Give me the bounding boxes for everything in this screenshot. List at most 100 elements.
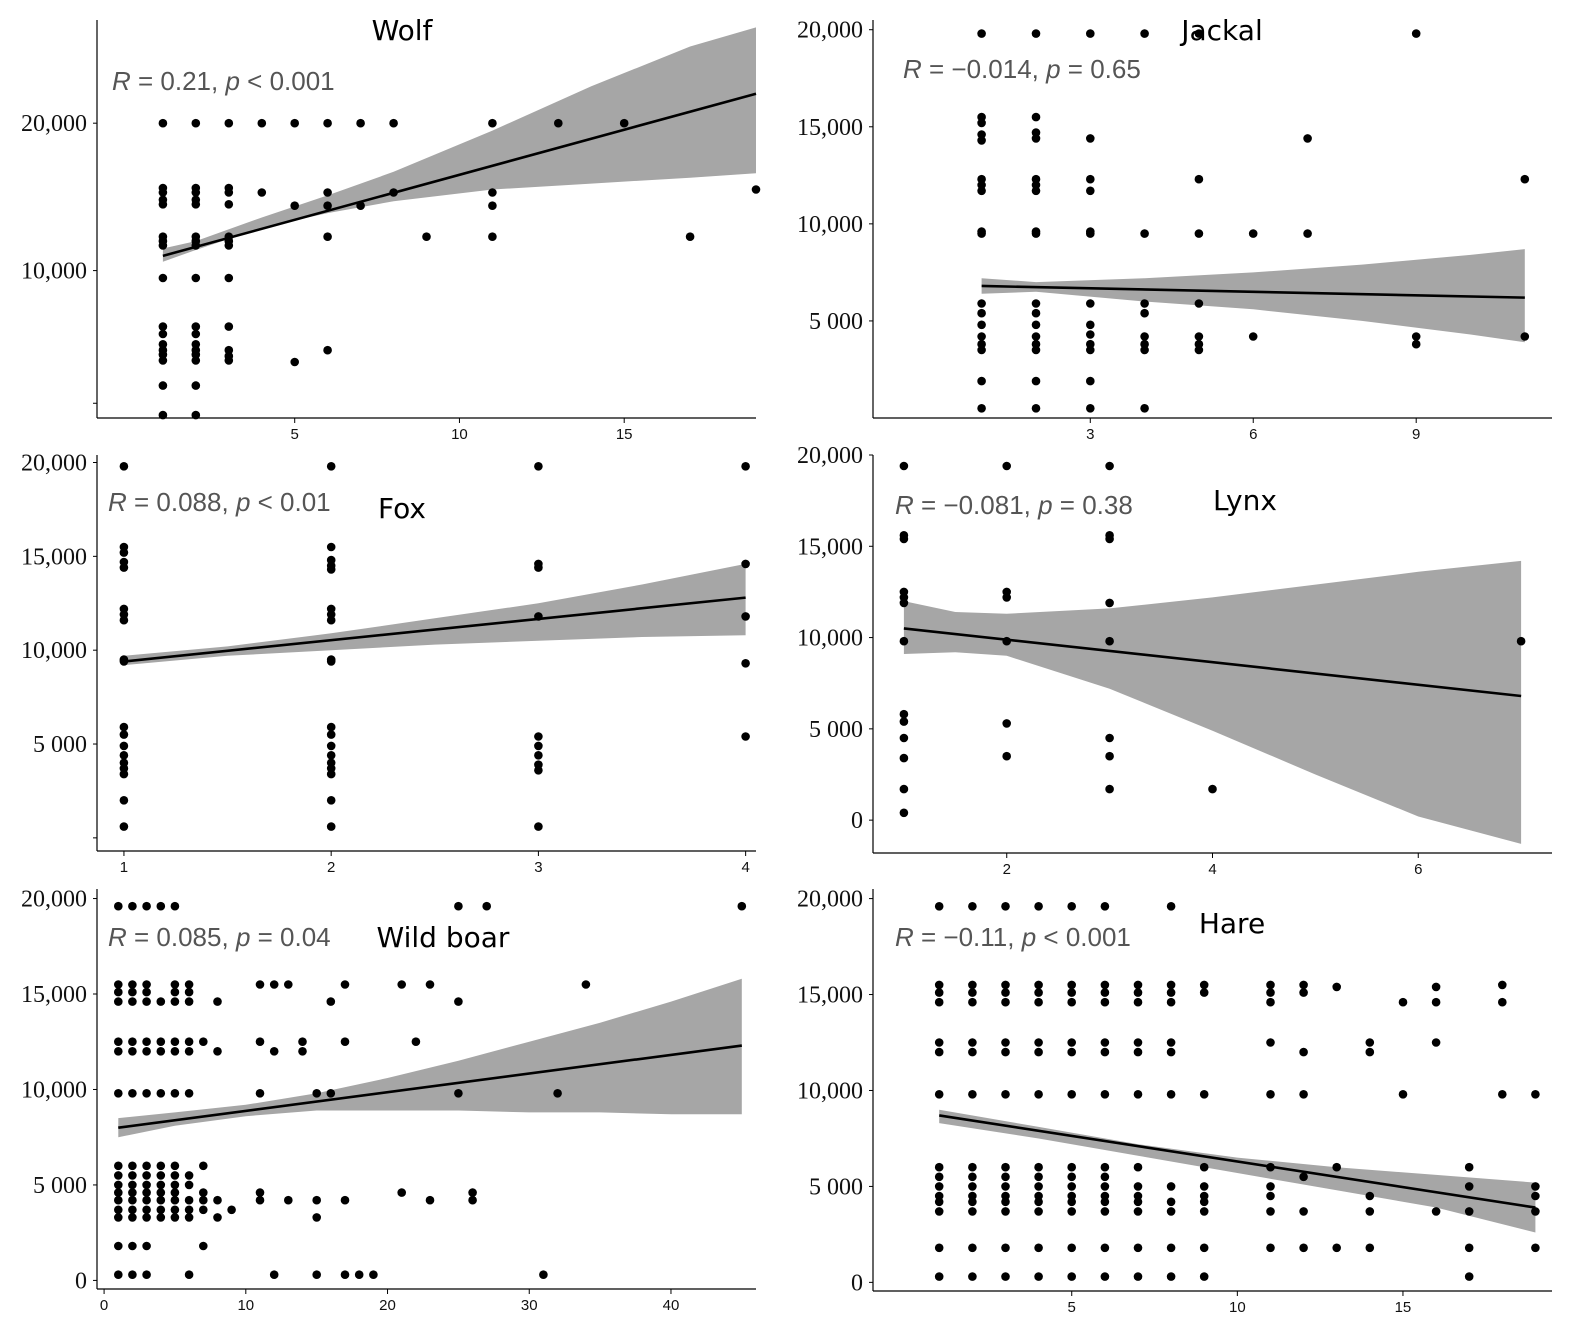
hare-point bbox=[1266, 1090, 1275, 1099]
hare-point bbox=[934, 1197, 944, 1207]
hare-point bbox=[1100, 980, 1110, 990]
wildboar-point bbox=[114, 1089, 123, 1098]
lynx-title: Lynx bbox=[1213, 484, 1277, 517]
hare-point bbox=[1034, 1272, 1043, 1281]
wolf-stat-annotation: R = 0.21, p < 0.001 bbox=[112, 66, 335, 96]
wildboar-stat-annotation: R = 0.085, p = 0.04 bbox=[108, 922, 331, 952]
jackal-point bbox=[1031, 345, 1041, 355]
hare-point bbox=[968, 1047, 977, 1057]
jackal-point bbox=[1031, 29, 1041, 38]
lynx-stat-r_text: = −0.081, bbox=[914, 490, 1038, 520]
lynx-stat-r: R bbox=[895, 490, 914, 520]
hare-point bbox=[1166, 902, 1176, 911]
fox-point bbox=[326, 542, 336, 552]
wildboar-point bbox=[170, 1161, 180, 1171]
wildboar-point bbox=[326, 1089, 336, 1098]
hare-point bbox=[1299, 1243, 1308, 1253]
fox-point bbox=[119, 822, 129, 831]
wildboar-point bbox=[114, 980, 123, 989]
wolf-point bbox=[191, 273, 201, 283]
wolf-confidence-band bbox=[162, 27, 756, 262]
hare-point bbox=[1332, 1162, 1341, 1172]
hare-point bbox=[1067, 1162, 1076, 1172]
hare-point bbox=[1199, 1090, 1209, 1099]
wildboar-point bbox=[128, 1089, 137, 1098]
wildboar-point bbox=[156, 1047, 166, 1056]
hare-point bbox=[1365, 1191, 1375, 1201]
fox-point bbox=[741, 732, 750, 741]
wildboar-point bbox=[142, 1188, 151, 1197]
wildboar-point bbox=[482, 901, 492, 911]
jackal-point bbox=[977, 299, 986, 308]
wildboar-regression-line bbox=[118, 1044, 742, 1129]
hare-point bbox=[934, 1047, 944, 1057]
hare-point bbox=[1067, 1182, 1076, 1191]
hare-point bbox=[1034, 980, 1043, 990]
hare-point bbox=[1531, 1243, 1540, 1253]
hare-point bbox=[1464, 1207, 1474, 1216]
wildboar-point bbox=[114, 1171, 123, 1180]
lynx-point bbox=[1105, 733, 1114, 743]
hare-point bbox=[1034, 988, 1043, 997]
panel-lynx: 2 4 6 0 5 000 10,000 15,000 20,000 Lynx R = −0.08… bbox=[797, 443, 1552, 878]
wildboar-point bbox=[114, 1195, 123, 1205]
hare-point bbox=[968, 1182, 977, 1191]
hare-point bbox=[1299, 1172, 1308, 1182]
jackal-point bbox=[1086, 186, 1095, 196]
hare-point bbox=[1001, 1243, 1010, 1253]
wildboar-point bbox=[114, 1213, 123, 1222]
hare-point bbox=[1100, 1272, 1110, 1281]
fox-point bbox=[326, 730, 336, 739]
wolf-point bbox=[158, 356, 168, 365]
wildboar-point bbox=[454, 1089, 463, 1098]
wildboar-point bbox=[170, 980, 180, 989]
hare-point bbox=[1100, 997, 1110, 1007]
hare-point bbox=[1067, 980, 1076, 990]
lynx-point bbox=[1105, 784, 1114, 794]
jackal-point bbox=[1194, 174, 1204, 184]
hare-point bbox=[1133, 988, 1143, 997]
wildboar-point bbox=[312, 1195, 322, 1205]
wolf-point bbox=[257, 118, 267, 128]
lynx-y-tick-label: 15,000 bbox=[797, 534, 863, 560]
lynx-point bbox=[1105, 534, 1114, 544]
hare-point bbox=[1365, 1047, 1375, 1057]
wildboar-x-tick-label: 40 bbox=[663, 1297, 680, 1314]
hare-point bbox=[968, 1197, 977, 1207]
wildboar-point bbox=[298, 1037, 307, 1046]
wildboar-point bbox=[156, 1161, 166, 1171]
panel-wolf: 5 10 15 10,000 20,000 Wolf R = 0.21, p < 0.001 bbox=[21, 14, 761, 443]
hare-point bbox=[1266, 1191, 1275, 1201]
wolf-point bbox=[224, 345, 234, 355]
wildboar-point bbox=[114, 901, 123, 911]
wildboar-point bbox=[170, 901, 180, 911]
hare-point bbox=[968, 1172, 977, 1182]
wolf-stat-r_text: = 0.21, bbox=[131, 66, 226, 96]
jackal-point bbox=[1194, 299, 1204, 308]
fox-point bbox=[534, 563, 543, 572]
fox-regression-line bbox=[123, 596, 746, 663]
wolf-point bbox=[290, 118, 300, 128]
hare-point bbox=[934, 1272, 944, 1281]
hare-point bbox=[968, 1243, 977, 1253]
wildboar-point bbox=[142, 1037, 151, 1046]
hare-point bbox=[1133, 1197, 1143, 1207]
wolf-point bbox=[389, 118, 398, 128]
lynx-point bbox=[1105, 751, 1114, 761]
hare-point bbox=[1034, 1090, 1043, 1099]
wildboar-point bbox=[184, 1270, 194, 1279]
wolf-point bbox=[356, 118, 365, 128]
jackal-point bbox=[1411, 332, 1421, 341]
lynx-stat-p: p bbox=[1037, 490, 1052, 520]
wildboar-point bbox=[156, 1213, 166, 1222]
hare-point bbox=[1365, 1243, 1375, 1253]
wolf-point bbox=[224, 188, 234, 197]
wildboar-point bbox=[184, 980, 194, 989]
hare-point bbox=[1034, 1172, 1043, 1182]
hare-point bbox=[1067, 1207, 1076, 1216]
jackal-point bbox=[1140, 308, 1149, 318]
wildboar-point bbox=[142, 1180, 151, 1190]
jackal-stat-p: p bbox=[1045, 54, 1060, 84]
hare-point bbox=[1100, 1162, 1110, 1172]
wildboar-point bbox=[156, 997, 166, 1006]
